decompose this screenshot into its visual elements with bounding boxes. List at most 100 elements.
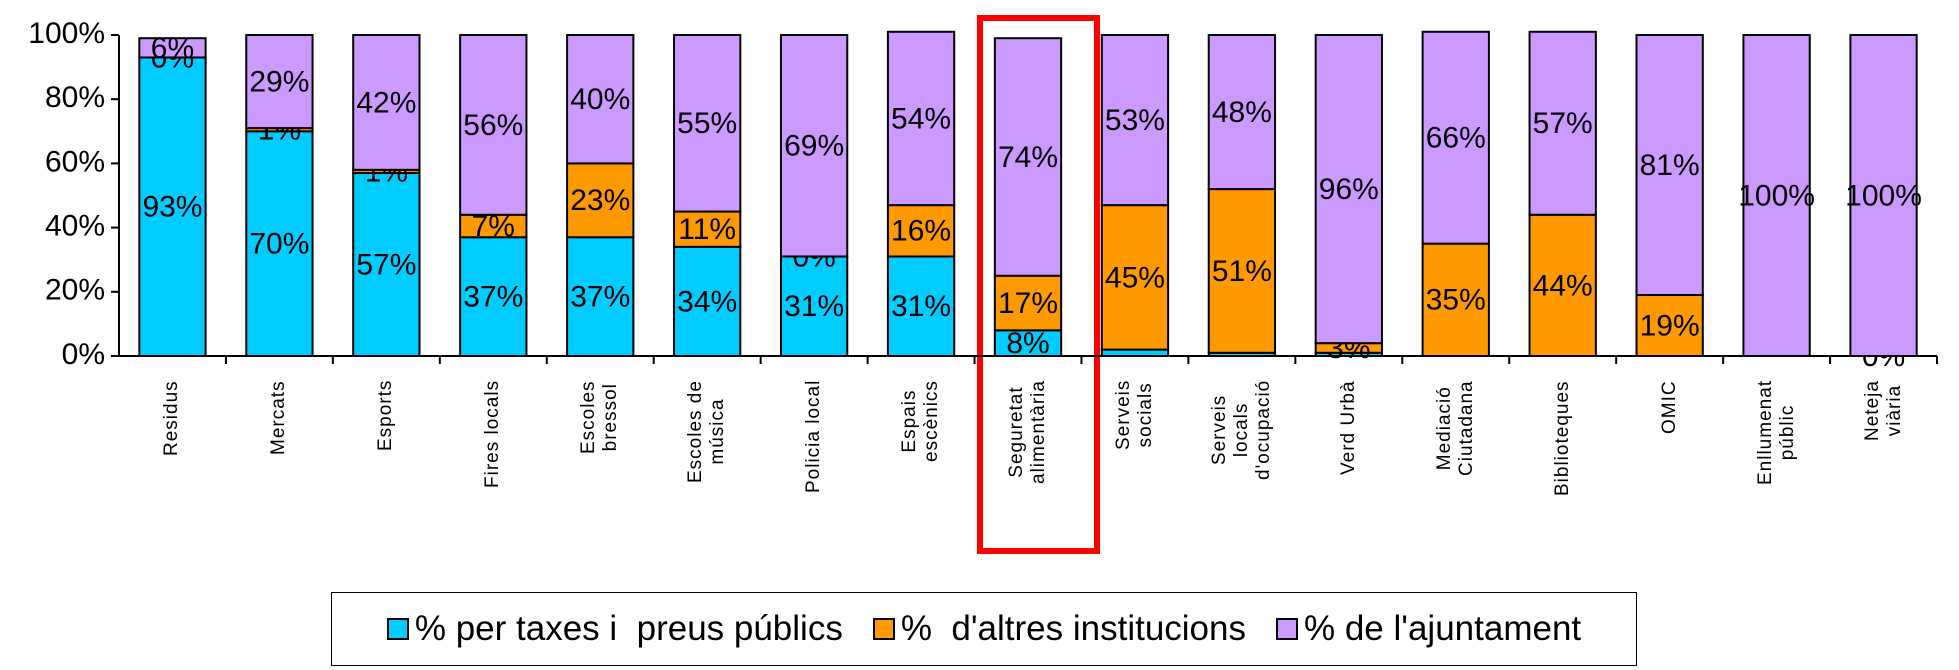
value-label: 19%: [1640, 309, 1700, 342]
value-label: 45%: [1105, 261, 1165, 294]
x-tick-label: OMIC: [1658, 380, 1680, 434]
bar-segment: [886, 255, 956, 357]
x-tick-label: Mercats: [268, 380, 290, 455]
value-label: 100%: [1845, 179, 1922, 212]
value-label: 40%: [570, 83, 630, 116]
bar-segment: [352, 172, 421, 357]
legend: % per taxes i preus públics % d'altres in…: [331, 592, 1637, 666]
bar-segment: [459, 34, 528, 216]
x-tick-label: Escoles de música: [685, 380, 729, 483]
bar-segment: [1100, 204, 1170, 351]
value-label: 55%: [677, 107, 737, 140]
legend-swatch: [872, 618, 895, 640]
bar-segment: [886, 204, 956, 258]
value-label: 31%: [891, 290, 951, 323]
x-tick-label: Fires locals: [482, 379, 504, 488]
value-label: 69%: [784, 130, 844, 163]
legend-swatch: [1276, 618, 1298, 640]
legend-label: % de l'ajuntament: [1304, 609, 1582, 648]
y-tick-label: 20%: [45, 274, 105, 307]
value-label: 70%: [249, 228, 309, 261]
value-label: 16%: [891, 215, 951, 248]
x-tick-label: Mediació Ciutadana: [1433, 380, 1477, 476]
value-label: 44%: [1533, 269, 1593, 302]
value-label: 6%: [151, 32, 194, 65]
bar-segment: [245, 34, 314, 130]
value-label: 17%: [998, 287, 1058, 320]
y-tick-label: 0%: [62, 338, 105, 371]
x-tick-label: Verd Urbà: [1337, 380, 1359, 475]
bar-segment: [566, 162, 635, 239]
bar-segment: [566, 34, 635, 165]
value-label: 29%: [249, 65, 309, 98]
value-label: 35%: [1426, 284, 1486, 317]
y-tick-label: 40%: [45, 210, 105, 243]
bar-segment: [993, 329, 1063, 358]
legend-item: % per taxes i preus públics: [386, 609, 843, 649]
bar-segment: [1528, 213, 1597, 357]
highlight-box: [977, 15, 1100, 554]
bar-segment: [1635, 294, 1704, 358]
bar-segment: [993, 37, 1063, 277]
value-label: 96%: [1319, 173, 1379, 206]
bar-segment: [138, 37, 207, 59]
value-label: 93%: [142, 191, 202, 224]
bar-segment: [993, 274, 1063, 332]
value-label: 37%: [570, 281, 630, 314]
x-tick-label: Escoles bressol: [578, 380, 622, 454]
x-tick-label: Espais escènics: [899, 380, 943, 462]
value-label: 42%: [356, 86, 416, 119]
y-tick-label: 60%: [45, 145, 105, 178]
value-label: 11%: [678, 213, 736, 246]
value-label: 48%: [1212, 96, 1272, 129]
bar-segment: [352, 34, 421, 171]
legend-label: % d'altres institucions: [900, 609, 1246, 648]
value-label: 8%: [1006, 327, 1049, 360]
bar-segment: [1849, 34, 1918, 357]
bar-segment: [673, 245, 742, 357]
value-label: 56%: [463, 109, 523, 142]
value-label: 81%: [1640, 149, 1700, 182]
legend-item: % de l'ajuntament: [1276, 609, 1581, 649]
value-label: 37%: [463, 281, 523, 314]
bar-segment: [566, 236, 635, 357]
bar-segment: [779, 255, 849, 357]
bar-segment: [1421, 30, 1490, 245]
bar-segment: [673, 34, 742, 213]
bar-segment: [779, 34, 849, 258]
value-label: 100%: [1738, 179, 1815, 212]
value-label: 31%: [784, 290, 844, 323]
value-label: 23%: [570, 184, 630, 217]
bar-segment: [1635, 34, 1704, 297]
x-tick-label: Serveis socials: [1112, 379, 1156, 450]
x-tick-label: Biblioteques: [1551, 380, 1573, 496]
bar-segment: [245, 130, 314, 357]
x-tick-label: Enllumenat públic: [1754, 379, 1798, 485]
value-label: 34%: [677, 285, 737, 318]
y-tick-label: 80%: [45, 81, 105, 114]
bar-segment: [1742, 34, 1811, 357]
x-tick-label: Seguretat alimentària: [1006, 380, 1049, 484]
value-label: 51%: [1212, 255, 1272, 288]
value-label: 54%: [891, 102, 951, 135]
bar-segment: [459, 236, 528, 357]
x-tick-label: Policia local: [803, 379, 825, 493]
bar-segment: [1207, 188, 1277, 354]
legend-label: % per taxes i preus públics: [414, 609, 843, 648]
value-label: 53%: [1105, 104, 1165, 137]
value-label: 57%: [356, 248, 416, 281]
y-tick-label: 100%: [28, 17, 105, 50]
value-label: 57%: [1533, 107, 1593, 140]
bar-segment: [138, 56, 207, 357]
bar-segment: [1528, 30, 1597, 216]
bar-segment: [1207, 34, 1277, 191]
bar-segment: [886, 30, 956, 207]
legend-item: % d'altres institucions: [872, 609, 1246, 649]
bar-segment: [1314, 34, 1383, 345]
x-tick-label: Residus: [161, 380, 183, 456]
x-tick-label: Neteja viària: [1861, 380, 1905, 441]
value-label: 74%: [998, 141, 1058, 174]
bar-segment: [1100, 34, 1170, 207]
